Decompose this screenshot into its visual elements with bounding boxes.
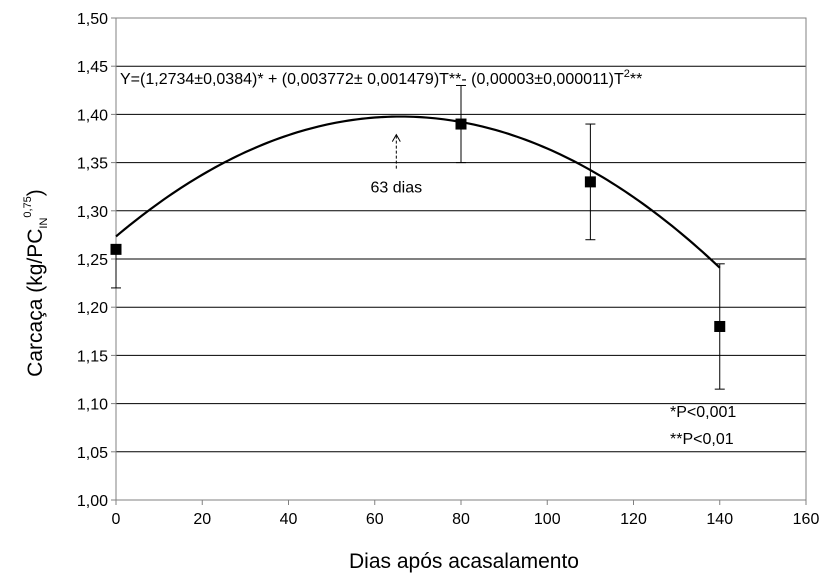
fit-curve — [115, 115, 721, 269]
x-axis-title: Dias após acasalamento — [349, 550, 579, 573]
y-tick-label: 1,20 — [77, 300, 108, 317]
significance-note-2: **P<0,01 — [670, 431, 734, 448]
y-tick-label: 1,00 — [77, 493, 108, 510]
x-tick-label: 160 — [793, 511, 820, 528]
vertex-annotation-label: 63 dias — [371, 180, 423, 197]
error-bars — [111, 84, 725, 390]
regression-equation: Y=(1,2734±0,0384)* + (0,003772± 0,001479… — [120, 68, 642, 88]
x-tick-label: 40 — [280, 511, 298, 528]
x-tick-label: 60 — [366, 511, 384, 528]
x-tick-label: 20 — [193, 511, 211, 528]
y-tick-label: 1,40 — [77, 107, 108, 124]
vertex-arrow — [391, 133, 401, 171]
y-tick-label: 1,45 — [77, 59, 108, 76]
y-tick-label: 1,15 — [77, 348, 108, 365]
y-tick-label: 1,10 — [77, 397, 108, 414]
data-point-marker — [455, 118, 467, 130]
x-tick-label: 120 — [620, 511, 647, 528]
gridlines — [116, 65, 806, 453]
x-tick-label: 80 — [452, 511, 470, 528]
y-axis-title: Carcaça (kg/PCIN0,75) — [22, 189, 50, 377]
y-tick-label: 1,30 — [77, 204, 108, 221]
y-tick-label: 1,50 — [77, 11, 108, 28]
data-point-marker — [584, 176, 596, 188]
data-point-marker — [714, 320, 726, 332]
y-tick-label: 1,05 — [77, 445, 108, 462]
significance-note-1: *P<0,001 — [670, 404, 736, 421]
data-markers — [110, 118, 726, 332]
x-tick-label: 0 — [112, 511, 121, 528]
y-axis-ticks: 1,00 1,05 1,10 1,15 1,20 1,25 1,30 1,35 1,40 1,45… — [77, 11, 116, 510]
vertex-arrow-head — [391, 133, 401, 142]
x-tick-label: 140 — [706, 511, 733, 528]
y-tick-label: 1,35 — [77, 156, 108, 173]
y-tick-label: 1,25 — [77, 252, 108, 269]
x-axis-ticks: 0 20 40 60 80 100 120 140 160 — [112, 500, 820, 528]
x-tick-label: 100 — [534, 511, 561, 528]
data-point-marker — [110, 243, 122, 255]
